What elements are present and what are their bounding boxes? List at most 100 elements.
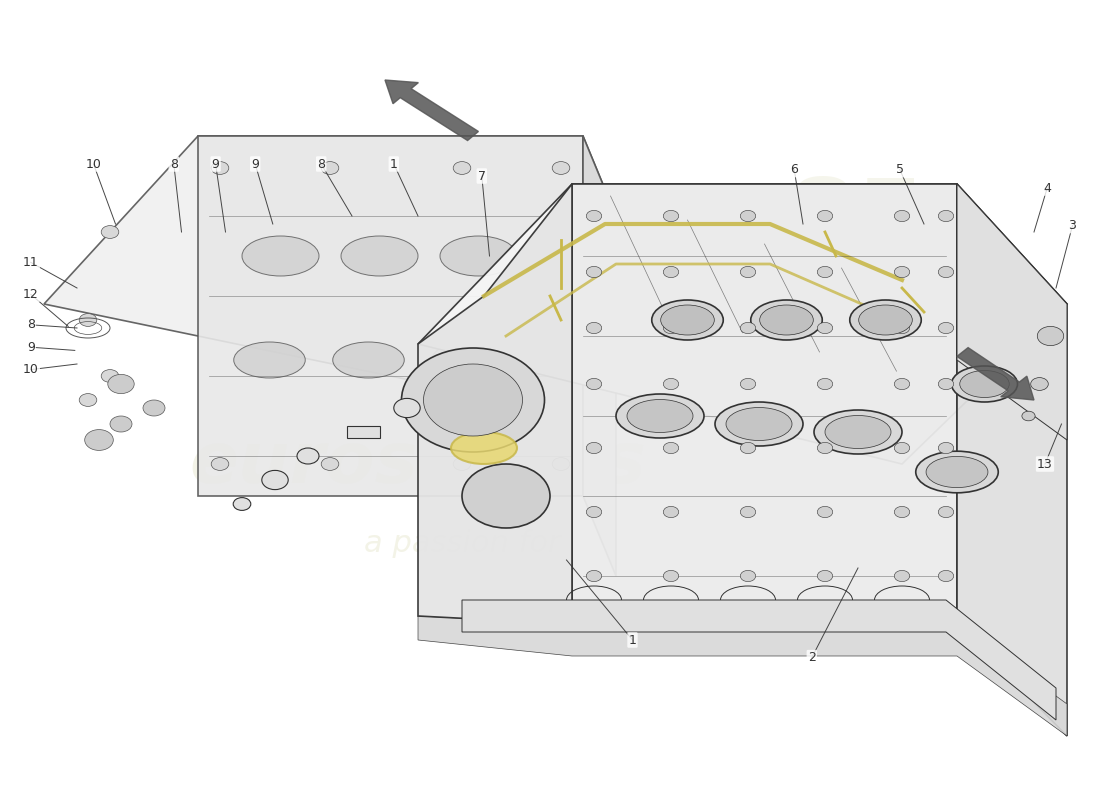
Circle shape [740, 266, 756, 278]
Ellipse shape [825, 415, 891, 449]
Circle shape [586, 378, 602, 390]
Ellipse shape [451, 432, 517, 464]
Circle shape [938, 378, 954, 390]
Circle shape [143, 400, 165, 416]
Circle shape [211, 162, 229, 174]
Circle shape [663, 506, 679, 518]
Text: 13: 13 [1037, 458, 1053, 470]
Ellipse shape [431, 342, 504, 378]
Circle shape [817, 378, 833, 390]
Circle shape [1031, 378, 1048, 390]
Circle shape [424, 364, 522, 436]
Circle shape [394, 398, 420, 418]
Circle shape [85, 430, 113, 450]
Circle shape [938, 442, 954, 454]
Text: 3: 3 [1068, 219, 1077, 232]
Circle shape [233, 498, 251, 510]
Circle shape [1037, 326, 1064, 346]
Ellipse shape [341, 236, 418, 276]
Text: 8: 8 [26, 318, 35, 331]
Text: 11: 11 [23, 256, 38, 269]
Ellipse shape [952, 366, 1018, 402]
Text: 9: 9 [211, 158, 220, 170]
Circle shape [1022, 411, 1035, 421]
Circle shape [321, 458, 339, 470]
Circle shape [79, 394, 97, 406]
Circle shape [297, 448, 319, 464]
Circle shape [262, 470, 288, 490]
Text: 85: 85 [789, 175, 927, 273]
Ellipse shape [233, 342, 306, 378]
Circle shape [894, 322, 910, 334]
Circle shape [938, 506, 954, 518]
Circle shape [938, 266, 954, 278]
Ellipse shape [926, 456, 988, 488]
Text: eurospares: eurospares [189, 430, 647, 498]
Circle shape [894, 506, 910, 518]
Circle shape [740, 210, 756, 222]
Text: 10: 10 [23, 363, 38, 376]
Ellipse shape [859, 305, 912, 335]
Circle shape [663, 210, 679, 222]
FancyArrow shape [385, 80, 478, 141]
Ellipse shape [715, 402, 803, 446]
Circle shape [586, 322, 602, 334]
Ellipse shape [616, 394, 704, 438]
Circle shape [663, 442, 679, 454]
Circle shape [402, 348, 544, 452]
Circle shape [462, 464, 550, 528]
Circle shape [817, 210, 833, 222]
Circle shape [817, 570, 833, 582]
Circle shape [586, 570, 602, 582]
Polygon shape [44, 136, 616, 384]
Circle shape [101, 370, 119, 382]
Ellipse shape [760, 305, 813, 335]
Circle shape [586, 266, 602, 278]
Text: 1: 1 [628, 634, 637, 646]
Circle shape [894, 210, 910, 222]
Circle shape [453, 162, 471, 174]
Text: 7: 7 [477, 170, 486, 182]
Circle shape [110, 416, 132, 432]
Circle shape [211, 458, 229, 470]
Ellipse shape [627, 399, 693, 433]
Circle shape [894, 266, 910, 278]
Circle shape [586, 210, 602, 222]
Polygon shape [572, 184, 957, 624]
Ellipse shape [750, 300, 823, 340]
Circle shape [817, 442, 833, 454]
Circle shape [740, 506, 756, 518]
Circle shape [586, 442, 602, 454]
Text: 1: 1 [389, 158, 398, 170]
Circle shape [894, 442, 910, 454]
Polygon shape [418, 616, 1067, 736]
FancyArrow shape [957, 347, 1034, 400]
Text: 4: 4 [1043, 182, 1052, 194]
Polygon shape [198, 136, 583, 496]
Text: 9: 9 [251, 158, 260, 170]
Circle shape [663, 322, 679, 334]
Circle shape [663, 266, 679, 278]
Circle shape [817, 322, 833, 334]
Polygon shape [957, 184, 1067, 736]
Circle shape [586, 506, 602, 518]
Circle shape [79, 314, 97, 326]
Circle shape [817, 506, 833, 518]
Circle shape [817, 266, 833, 278]
Circle shape [740, 442, 756, 454]
Polygon shape [957, 184, 1067, 440]
Circle shape [663, 570, 679, 582]
Circle shape [552, 162, 570, 174]
Circle shape [101, 226, 119, 238]
Circle shape [552, 458, 570, 470]
Circle shape [108, 374, 134, 394]
Ellipse shape [661, 305, 714, 335]
Circle shape [663, 378, 679, 390]
Circle shape [938, 210, 954, 222]
Bar [346, 426, 380, 438]
Text: 8: 8 [169, 158, 178, 170]
Ellipse shape [242, 236, 319, 276]
Circle shape [938, 570, 954, 582]
Ellipse shape [959, 370, 1010, 398]
Circle shape [894, 570, 910, 582]
